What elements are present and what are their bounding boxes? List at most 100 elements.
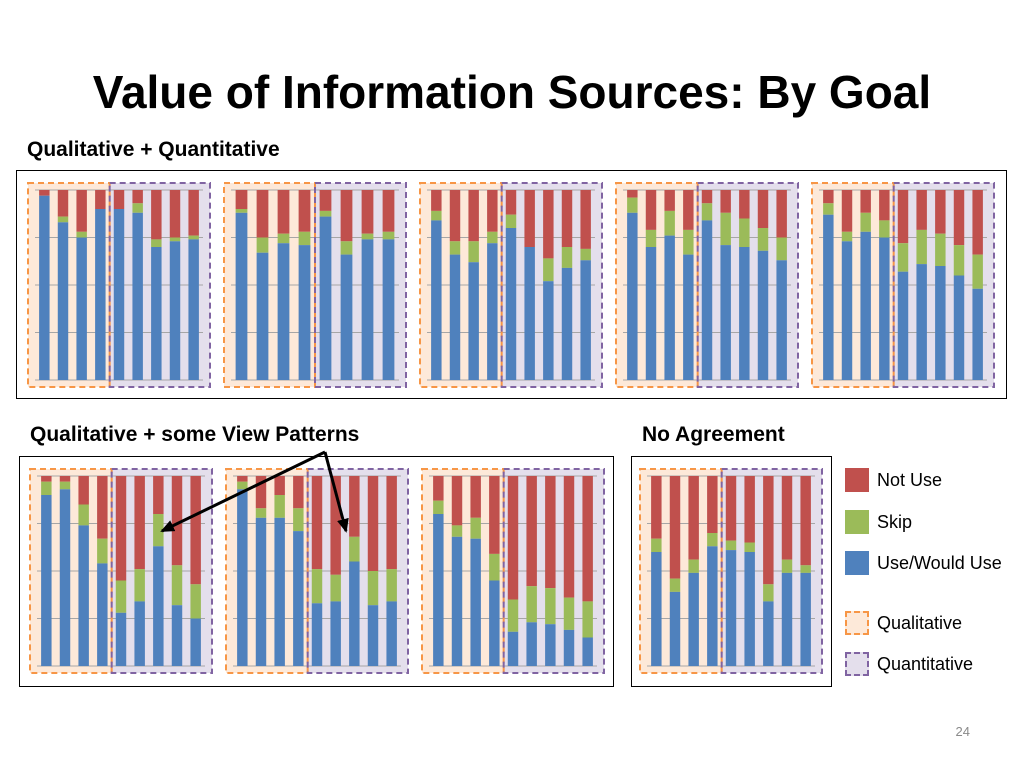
bar-quantitative-4-skip	[367, 571, 379, 606]
annotation-arrows	[160, 450, 349, 533]
group-label-middle: Qualitative + some View Patterns	[30, 423, 360, 446]
bar-qualitative-2-not-use	[841, 190, 853, 232]
bar-qualitative-4-not-use	[95, 190, 106, 209]
bar-quantitative-5-skip	[582, 601, 593, 638]
bar-quantitative-4-not-use	[561, 190, 573, 247]
chart-panels	[27, 182, 996, 674]
bar-qualitative-1-not-use	[41, 476, 52, 482]
bar-quantitative-3-use	[361, 239, 374, 380]
bar-quantitative-2-use	[524, 247, 535, 380]
bar-quantitative-4-skip	[169, 237, 181, 242]
bar-quantitative-2-use	[916, 264, 927, 380]
chart-panel-8	[421, 468, 605, 674]
bar-quantitative-5-skip	[800, 565, 811, 573]
bar-quantitative-4-not-use	[953, 190, 965, 246]
bar-quantitative-5-skip	[386, 569, 397, 602]
bar-quantitative-1-skip	[725, 540, 737, 551]
bar-quantitative-1-not-use	[505, 190, 517, 215]
quantitative-outline	[720, 468, 824, 674]
bar-quantitative-5-not-use	[800, 476, 811, 566]
bar-qualitative-4-skip	[97, 538, 108, 564]
qualitative-outline	[639, 468, 723, 674]
bar-qualitative-1-use	[433, 514, 444, 666]
bar-qualitative-3-skip	[78, 504, 89, 526]
quantitative-outline	[892, 182, 996, 388]
page-number: 24	[955, 724, 970, 739]
bar-qualitative-4-use	[95, 209, 106, 380]
bar-quantitative-5-skip	[190, 584, 201, 619]
bar-quantitative-1-not-use	[319, 190, 332, 211]
bar-quantitative-4-not-use	[382, 190, 395, 232]
chart-panel-1	[27, 182, 211, 388]
bar-qualitative-3-use	[860, 231, 871, 380]
bar-qualitative-3-skip	[76, 231, 87, 238]
bar-qualitative-2-not-use	[256, 190, 269, 238]
bar-qualitative-3-skip	[470, 517, 481, 539]
bar-qualitative-4-not-use	[97, 476, 108, 539]
bar-qualitative-2-skip	[57, 216, 69, 223]
bar-qualitative-1-use	[39, 195, 50, 380]
bar-quantitative-5-not-use	[386, 476, 397, 570]
bar-qualitative-3-use	[277, 243, 290, 380]
bar-quantitative-5-not-use	[582, 476, 593, 602]
bar-qualitative-2-not-use	[57, 190, 69, 217]
bar-qualitative-3-skip	[664, 210, 675, 236]
bar-quantitative-3-not-use	[153, 476, 164, 514]
bar-qualitative-2-skip	[59, 481, 71, 490]
legend-swatch-use	[845, 551, 869, 575]
qualitative-outline	[421, 468, 505, 674]
bar-quantitative-2-not-use	[340, 190, 353, 242]
bar-quantitative-2-not-use	[330, 476, 341, 575]
bar-qualitative-1-not-use	[627, 190, 638, 198]
bar-qualitative-4-not-use	[487, 190, 498, 232]
bar-quantitative-3-not-use	[349, 476, 360, 537]
bar-quantitative-3-skip	[763, 584, 774, 602]
bar-quantitative-1-use	[311, 603, 323, 666]
qualitative-outline	[615, 182, 699, 388]
bar-qualitative-2-skip	[449, 241, 461, 255]
legend-label-skip: Skip	[877, 512, 913, 532]
bar-quantitative-2-use	[134, 601, 145, 666]
bar-qualitative-1-use	[237, 489, 248, 666]
bar-qualitative-1-skip	[627, 197, 638, 213]
bar-quantitative-1-use	[319, 216, 332, 380]
bar-qualitative-1-not-use	[823, 190, 834, 204]
bar-quantitative-3-not-use	[543, 190, 554, 259]
bar-qualitative-2-use	[57, 222, 69, 380]
legend-swatch-quantitative	[845, 652, 869, 676]
bar-qualitative-4-use	[487, 243, 498, 380]
bar-qualitative-1-skip	[823, 203, 834, 215]
bar-qualitative-1-use	[431, 220, 442, 380]
bar-quantitative-1-use	[897, 271, 909, 380]
bar-quantitative-1-use	[113, 209, 125, 380]
bar-quantitative-2-not-use	[720, 190, 731, 213]
bar-qualitative-2-use	[59, 489, 71, 666]
bar-qualitative-3-skip	[277, 233, 290, 244]
bar-quantitative-4-not-use	[171, 476, 183, 566]
bar-qualitative-3-skip	[468, 241, 479, 263]
bar-quantitative-3-skip	[153, 514, 164, 547]
bar-quantitative-4-use	[561, 267, 573, 380]
bar-qualitative-3-use	[664, 235, 675, 380]
bar-quantitative-4-skip	[757, 228, 769, 251]
bar-qualitative-2-not-use	[645, 190, 657, 230]
bar-quantitative-3-not-use	[763, 476, 774, 585]
bar-quantitative-2-skip	[340, 241, 353, 255]
bar-quantitative-1-skip	[505, 214, 517, 228]
bar-qualitative-1-use	[235, 212, 248, 380]
bar-quantitative-5-not-use	[190, 476, 201, 585]
bar-qualitative-3-not-use	[664, 190, 675, 211]
bar-quantitative-4-not-use	[169, 190, 181, 238]
bar-quantitative-4-use	[169, 241, 181, 380]
bar-qualitative-3-not-use	[277, 190, 290, 234]
bar-quantitative-3-skip	[545, 588, 556, 625]
bar-qualitative-3-not-use	[470, 476, 481, 518]
legend-label-qualitative: Qualitative	[877, 613, 963, 633]
bar-quantitative-5-use	[800, 572, 811, 666]
chart-panel-2	[223, 182, 407, 388]
bar-qualitative-4-not-use	[298, 190, 311, 232]
quantitative-outline	[500, 182, 603, 388]
chart-panel-7	[225, 468, 409, 674]
bar-qualitative-2-use	[255, 517, 267, 666]
bar-qualitative-4-not-use	[489, 476, 500, 554]
